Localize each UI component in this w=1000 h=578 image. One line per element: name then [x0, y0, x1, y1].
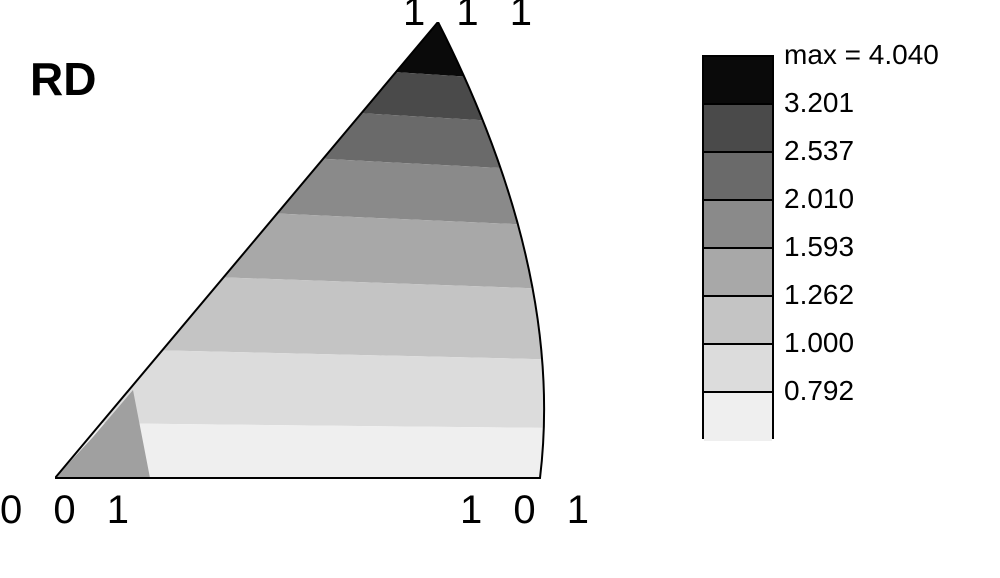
legend-segment: [704, 297, 772, 345]
legend-label: max = 4.040: [784, 39, 939, 71]
ipf-band: [101, 350, 544, 428]
legend-label: 2.010: [784, 183, 854, 215]
legend-label: 3.201: [784, 87, 854, 119]
ipf-band: [323, 113, 500, 168]
legend-segment: [704, 153, 772, 201]
legend-segment: [704, 57, 772, 105]
legend-label: 2.537: [784, 135, 854, 167]
ipf-figure: { "title": "RD", "title_pos": { "left": …: [0, 0, 1000, 578]
legend-segment: [704, 393, 772, 441]
vertex-label-111: 1 1 1: [403, 0, 542, 35]
legend-label: 1.262: [784, 279, 854, 311]
legend-colorbar: [702, 55, 774, 439]
vertex-label-001: 0 0 1: [0, 488, 139, 533]
legend-segment: [704, 345, 772, 393]
legend-label: 0.792: [784, 375, 854, 407]
legend-segment: [704, 201, 772, 249]
legend-segment: [704, 105, 772, 153]
legend-labels: max = 4.0403.2012.5372.0101.5931.2621.00…: [774, 55, 994, 439]
legend: max = 4.0403.2012.5372.0101.5931.2621.00…: [702, 55, 774, 439]
ipf-band: [277, 159, 518, 224]
ipf-triangle: [55, 22, 575, 480]
vertex-label-101: 1 0 1: [460, 488, 599, 533]
legend-segment: [704, 249, 772, 297]
ipf-band: [224, 214, 533, 289]
legend-label: 1.000: [784, 327, 854, 359]
legend-label: 1.593: [784, 231, 854, 263]
ipf-band: [162, 277, 542, 359]
